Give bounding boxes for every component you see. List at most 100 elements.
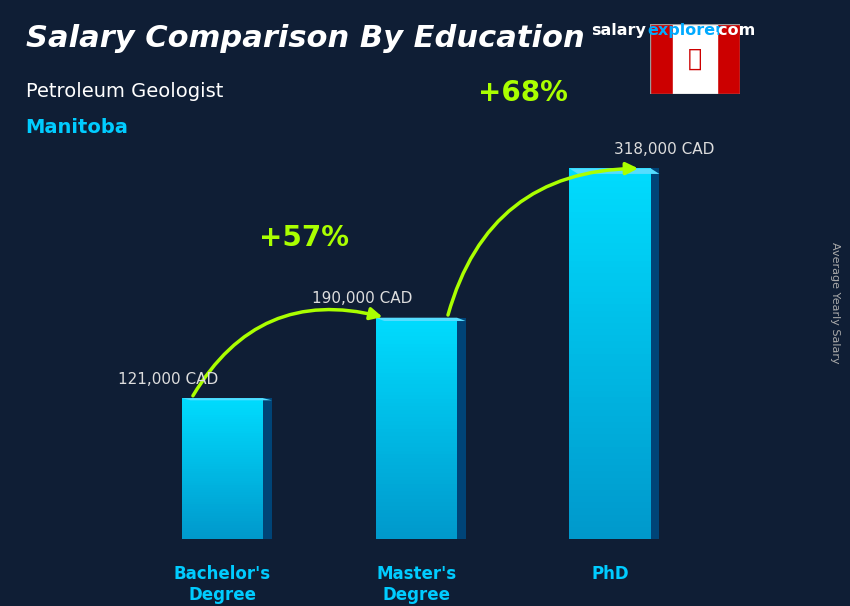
Bar [182,502,264,504]
Bar [182,516,264,518]
Bar [570,175,651,181]
Bar [182,537,264,539]
Bar [376,399,457,402]
Bar [182,401,264,403]
Bar [182,433,264,436]
Bar [570,533,651,539]
Bar [570,199,651,205]
Bar [182,481,264,483]
Bar [570,465,651,471]
Bar [182,513,264,516]
Bar [182,403,264,405]
Bar [376,410,457,414]
Bar [570,242,651,248]
Bar [376,528,457,532]
Bar [570,416,651,422]
Bar [376,391,457,395]
Bar [570,273,651,279]
Bar [182,488,264,490]
Bar [376,377,457,381]
Bar [376,373,457,377]
Bar [376,491,457,495]
Bar [264,398,272,539]
Bar [182,415,264,417]
Bar [376,532,457,536]
Bar [570,292,651,298]
Bar [570,267,651,273]
Bar [182,405,264,408]
Text: +68%: +68% [478,79,568,107]
Bar [376,321,457,325]
Bar [570,354,651,360]
Bar [182,525,264,528]
Bar [376,384,457,388]
Bar [182,483,264,485]
Bar [570,348,651,354]
Bar [182,509,264,511]
Bar [182,511,264,513]
Bar [570,218,651,224]
Bar [570,490,651,496]
Bar [570,168,651,175]
Text: +57%: +57% [259,224,348,252]
Bar [376,329,457,333]
Bar [182,429,264,431]
Bar [182,417,264,419]
Bar [570,484,651,490]
Bar [376,370,457,373]
Text: 190,000 CAD: 190,000 CAD [312,291,412,306]
Bar [376,381,457,384]
Bar [182,448,264,450]
Text: explorer: explorer [648,23,724,38]
Bar [182,459,264,462]
Bar [376,421,457,425]
Bar [570,329,651,335]
Bar [376,506,457,510]
Bar [182,507,264,509]
Bar [570,397,651,404]
Bar [376,469,457,473]
Bar [376,318,457,321]
Bar [182,436,264,438]
Bar [570,366,651,373]
Bar [376,513,457,517]
Bar [182,462,264,464]
Bar [651,168,660,539]
Bar [376,495,457,499]
Bar [570,514,651,521]
Bar [570,304,651,311]
Bar [376,388,457,391]
Bar [570,422,651,428]
Bar [182,452,264,454]
Bar [570,335,651,342]
Text: Bachelor's
Degree: Bachelor's Degree [174,565,271,604]
Bar [182,454,264,457]
Text: Master's
Degree: Master's Degree [377,565,456,604]
Bar [182,445,264,448]
Bar [182,521,264,523]
Bar [182,427,264,429]
Bar [570,298,651,304]
Bar [570,508,651,514]
Polygon shape [376,318,466,321]
Bar [570,255,651,261]
Bar [570,205,651,211]
Bar [570,236,651,242]
Bar [182,497,264,499]
Text: PhD: PhD [592,565,629,583]
Bar [182,534,264,537]
Bar [376,347,457,351]
Bar [182,424,264,427]
Bar [182,469,264,471]
Bar [376,462,457,465]
Bar [650,24,672,94]
Text: salary: salary [591,23,646,38]
Bar [376,480,457,484]
Bar [376,536,457,539]
Bar [182,457,264,459]
Bar [376,525,457,528]
Bar [376,473,457,476]
Bar [376,476,457,480]
Bar [182,494,264,497]
Bar [376,458,457,462]
